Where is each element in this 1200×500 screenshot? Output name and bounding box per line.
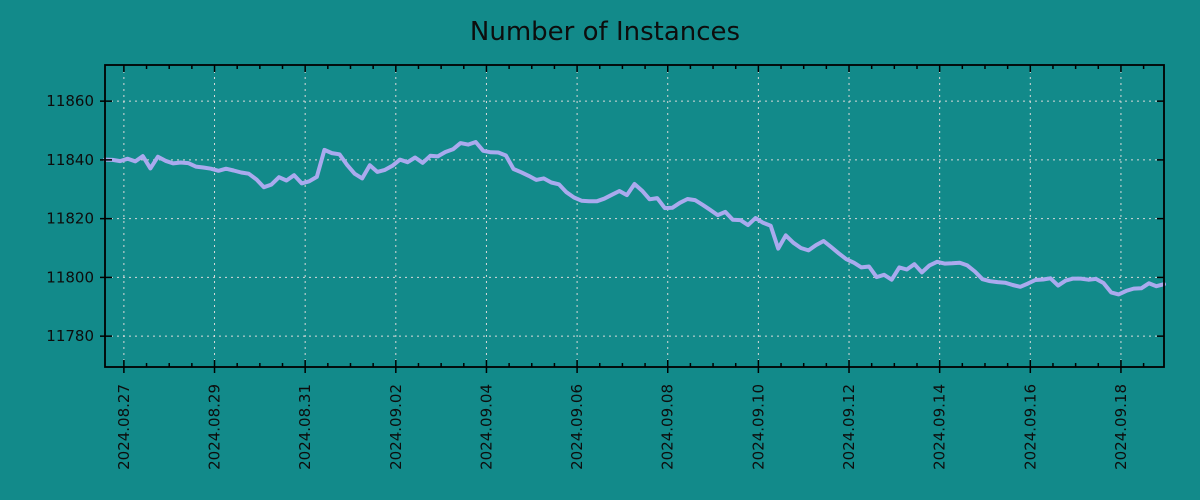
y-tick-label: 11800 [46,268,94,286]
x-tick-label: 2024.09.14 [931,384,949,470]
x-tick-label: 2024.08.27 [115,384,133,470]
instances-line [103,140,1166,297]
x-tick-label: 2024.09.02 [387,384,405,470]
x-tick-label: 2024.09.10 [749,384,767,470]
axis-labels: 11780 11800 11820 11840 11860 2024.08.27 2024.… [46,92,1130,470]
x-tick-label: 2024.08.31 [296,384,314,470]
x-tick-label: 2024.09.04 [477,384,495,470]
y-tick-label: 11820 [46,210,94,228]
x-tick-label: 2024.09.08 [659,384,677,470]
x-tick-label: 2024.09.06 [568,384,586,470]
axes [100,64,1165,373]
plot-border [104,64,1165,368]
x-tick-label: 2024.09.18 [1112,384,1130,470]
x-tick-label: 2024.09.12 [840,384,858,470]
chart-title: Number of Instances [470,17,740,47]
y-tick-label: 11860 [46,92,94,110]
grid-lines [105,65,1164,367]
x-tick-label: 2024.08.29 [206,384,224,470]
data-series [103,140,1166,297]
y-tick-label: 11840 [46,151,94,169]
x-tick-label: 2024.09.16 [1021,384,1039,470]
y-tick-label: 11780 [46,327,94,345]
